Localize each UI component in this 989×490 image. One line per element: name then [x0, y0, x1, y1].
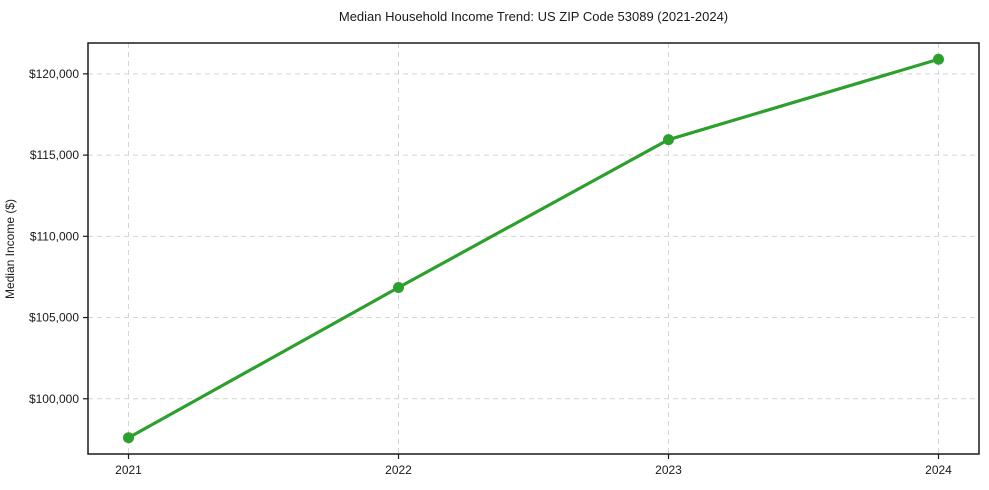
y-tick-label: $120,000 — [29, 67, 79, 81]
y-tick-label: $115,000 — [30, 148, 79, 162]
trend-line — [126, 57, 941, 440]
data-point-marker — [123, 432, 134, 444]
x-tick-label: 2022 — [385, 463, 412, 477]
x-tick-label: 2024 — [925, 463, 952, 477]
data-point-marker — [663, 134, 674, 146]
y-tick-label: $105,000 — [29, 311, 79, 325]
x-tick-label: 2023 — [655, 463, 682, 477]
data-point-marker — [393, 281, 404, 293]
chart-title: Median Household Income Trend: US ZIP Co… — [338, 9, 729, 24]
y-tick-label: $110,000 — [30, 229, 79, 243]
y-tick-label: $100,000 — [29, 392, 79, 406]
axes-spines — [87, 42, 980, 455]
data-point-marker — [933, 53, 944, 65]
x-tick-label: 2021 — [115, 463, 142, 477]
